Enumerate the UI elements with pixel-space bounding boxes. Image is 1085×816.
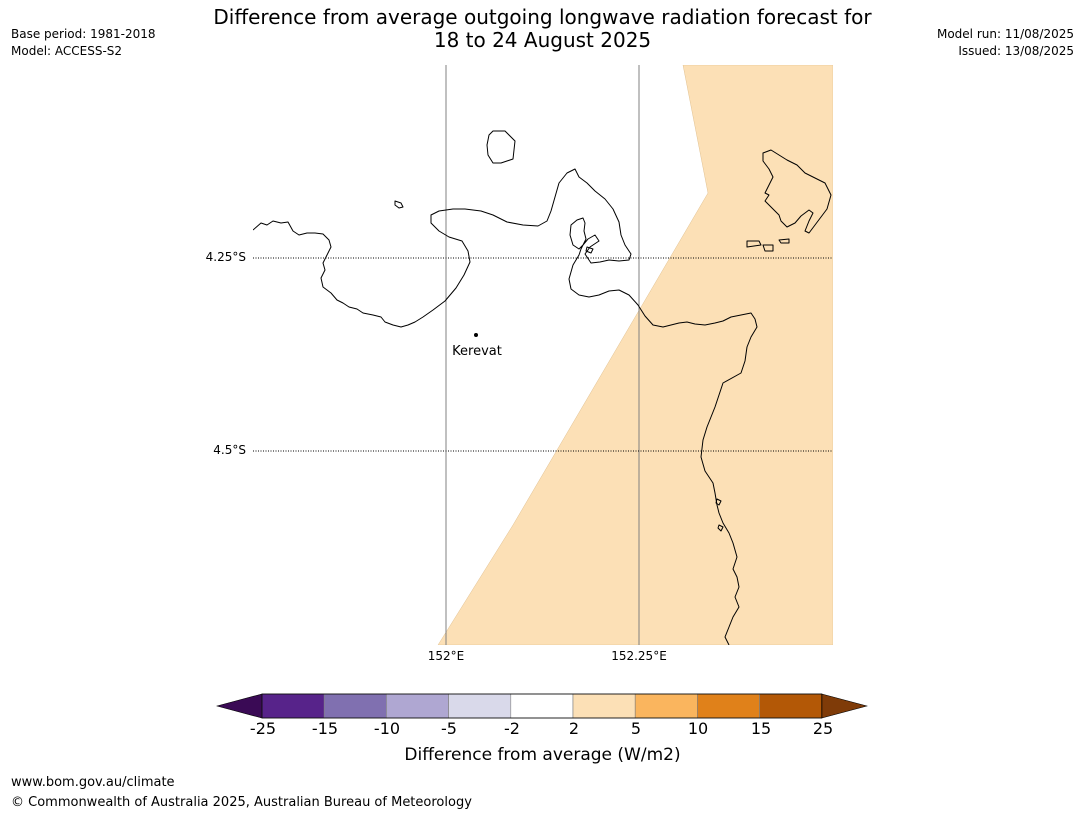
title-line-2: 18 to 24 August 2025 — [433, 28, 652, 52]
map-title: Difference from average outgoing longwav… — [0, 6, 1085, 52]
coastline-islet-6 — [715, 498, 722, 506]
colorbar-segment — [386, 693, 449, 719]
kerevat-marker — [474, 333, 478, 337]
lon-label-152-25: 152.25°E — [611, 649, 667, 663]
colorbar-extend-high — [821, 693, 868, 719]
footer-copyright: © Commonwealth of Australia 2025, Austra… — [11, 795, 472, 810]
model-run: Model run: 11/08/2025 — [936, 27, 1074, 41]
colorbar — [216, 693, 868, 719]
coastline-islet-5 — [585, 246, 594, 254]
model-name: Model: ACCESS-S2 — [11, 44, 123, 58]
base-period: Base period: 1981-2018 — [11, 27, 156, 41]
colorbar-segment — [634, 693, 698, 719]
colorbar-segment — [261, 693, 325, 719]
colorbar-outline — [261, 693, 823, 719]
colorbar-segment — [510, 693, 574, 719]
coastline-islet-2 — [746, 240, 762, 248]
colorbar-segment — [572, 693, 636, 719]
colorbar-tick: 2 — [568, 719, 580, 738]
colorbar-segment — [697, 693, 760, 719]
colorbar-tick: 25 — [812, 719, 834, 738]
footer-url: www.bom.gov.au/climate — [11, 775, 175, 790]
coastline-islet-7 — [717, 524, 724, 532]
colorbar-segment — [448, 693, 512, 719]
colorbar-tick: -2 — [504, 719, 520, 738]
coastline-islet-4 — [778, 238, 790, 244]
coastline-islet-3 — [762, 244, 774, 252]
anomaly-region — [437, 65, 833, 645]
title-line-1: Difference from average outgoing longwav… — [213, 5, 872, 29]
coastline-watom-island — [486, 130, 516, 164]
kerevat-label: Kerevat — [452, 344, 502, 359]
coastline-gazelle-peninsula — [253, 168, 758, 645]
colorbar-tick: 10 — [687, 719, 709, 738]
colorbar-tick-row: -25 -15 -10 -5 -2 2 5 10 15 25 — [0, 719, 1085, 739]
colorbar-tick: -5 — [441, 719, 457, 738]
lon-label-152: 152°E — [427, 649, 465, 663]
colorbar-tick: -10 — [373, 719, 401, 738]
lat-label-4-5: 4.5°S — [213, 443, 246, 457]
lat-label-4-25: 4.25°S — [205, 250, 246, 264]
colorbar-tick: 15 — [750, 719, 772, 738]
colorbar-title: Difference from average (W/m2) — [404, 745, 681, 765]
anomaly-map: Kerevat — [253, 65, 833, 645]
colorbar-segment — [759, 693, 823, 719]
colorbar-tick: -25 — [249, 719, 277, 738]
colorbar-tick: 5 — [630, 719, 642, 738]
colorbar-segment — [323, 693, 387, 719]
issued-date: Issued: 13/08/2025 — [958, 44, 1074, 58]
coastline-islet-1 — [394, 200, 404, 209]
coastline-duke-of-york — [762, 149, 832, 234]
colorbar-extend-low — [216, 693, 263, 719]
colorbar-tick: -15 — [311, 719, 339, 738]
